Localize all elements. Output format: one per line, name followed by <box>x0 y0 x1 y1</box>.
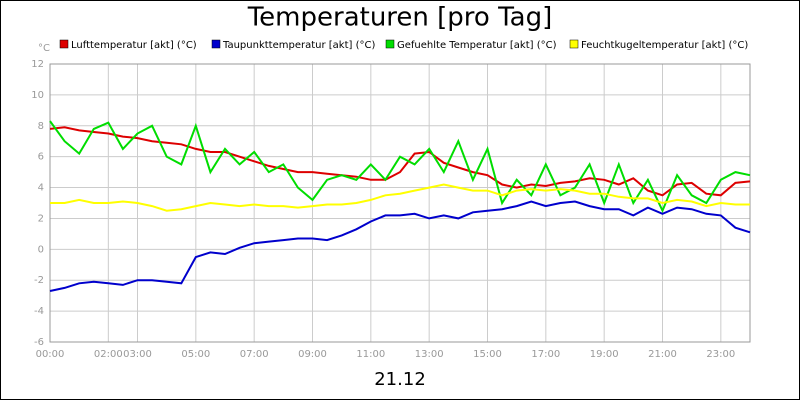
legend-label: Feuchtkugeltemperatur [akt] (°C) <box>581 40 748 51</box>
legend-label: Taupunkttemperatur [akt] (°C) <box>222 40 375 51</box>
legend-label: Lufttemperatur [akt] (°C) <box>71 40 197 51</box>
y-tick-label: 0 <box>38 244 44 255</box>
x-tick-label: 09:00 <box>298 349 327 360</box>
legend-swatch <box>211 39 221 49</box>
y-tick-label: 4 <box>38 183 44 194</box>
x-tick-label: 21:00 <box>648 349 677 360</box>
series-line <box>49 200 751 292</box>
y-tick-label: -6 <box>34 337 44 348</box>
y-tick-label: 8 <box>38 121 44 132</box>
y-tick-label: 12 <box>31 59 44 70</box>
x-tick-label: 11:00 <box>356 349 385 360</box>
series-line <box>49 120 751 214</box>
x-tick-label: 13:00 <box>415 349 444 360</box>
series-line <box>49 126 751 197</box>
x-tick-label: 03:00 <box>123 349 152 360</box>
x-tick-label: 17:00 <box>531 349 560 360</box>
series-line <box>50 183 750 212</box>
legend-label: Gefuehlte Temperatur [akt] (°C) <box>397 40 557 51</box>
legend-swatch <box>59 39 69 49</box>
y-unit: °C <box>38 43 50 54</box>
x-tick-label: 23:00 <box>706 349 735 360</box>
plot-area <box>50 64 750 342</box>
y-tick-label: -2 <box>34 275 44 286</box>
x-axis-label: 21.12 <box>374 369 426 390</box>
y-tick-label: 6 <box>38 152 44 163</box>
x-tick-label: 00:00 <box>36 349 65 360</box>
y-tick-label: 10 <box>31 90 44 101</box>
legend-swatch <box>385 39 395 49</box>
chart-title: Temperaturen [pro Tag] <box>247 3 553 33</box>
y-tick-label: 2 <box>38 213 44 224</box>
x-tick-label: 15:00 <box>473 349 502 360</box>
x-tick-label: 19:00 <box>590 349 619 360</box>
y-tick-label: -4 <box>34 306 44 317</box>
x-tick-label: 02:00 <box>94 349 123 360</box>
x-tick-label: 07:00 <box>240 349 269 360</box>
x-tick-label: 05:00 <box>181 349 210 360</box>
legend-swatch <box>569 39 579 49</box>
